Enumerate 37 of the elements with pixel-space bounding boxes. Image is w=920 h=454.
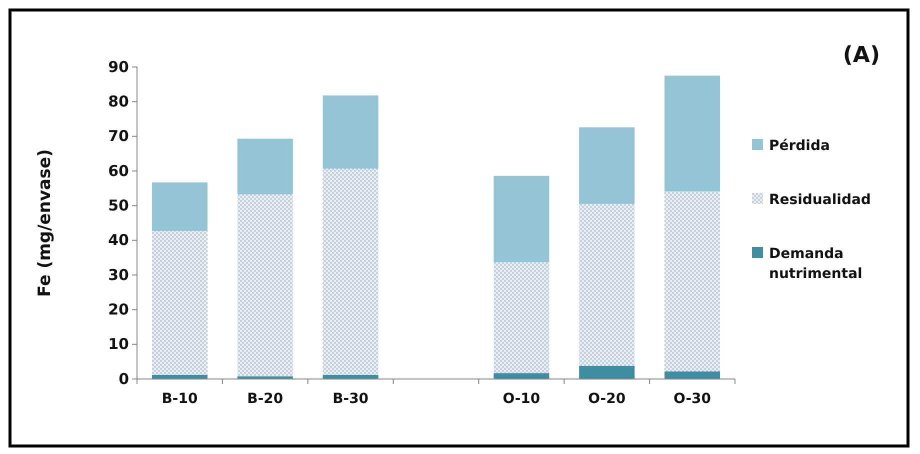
- legend-label: Demanda nutrimental: [769, 246, 862, 282]
- bar: [237, 194, 293, 376]
- text: (A): [842, 43, 880, 68]
- bar: [152, 182, 208, 231]
- legend-label: Pérdida: [769, 138, 830, 154]
- bar: [237, 376, 293, 379]
- bar: [494, 373, 550, 379]
- x-tick-label: O-10: [502, 390, 540, 407]
- bar: [494, 262, 550, 374]
- bar: [152, 230, 208, 375]
- x-tick-label: O-30: [674, 390, 712, 407]
- bar: [579, 127, 635, 204]
- y-tick-label: 10: [108, 335, 129, 354]
- y-tick-label: 0: [118, 370, 129, 388]
- bar: [322, 168, 378, 375]
- x-tick-label: B-20: [247, 390, 284, 407]
- y-tick-label: 70: [108, 127, 129, 146]
- legend-label: Residualidad: [769, 192, 871, 208]
- x-tick-label: B-10: [162, 390, 198, 407]
- y-tick-label: 60: [108, 162, 129, 180]
- x-tick-label: O-20: [588, 390, 626, 407]
- bar: [579, 366, 635, 379]
- y-tick-label: 40: [108, 231, 129, 250]
- bar: [664, 371, 720, 379]
- y-tick-label: 50: [108, 196, 129, 214]
- y-tick-label: 90: [108, 58, 129, 76]
- y-tick-label: 80: [108, 92, 129, 110]
- bar: [664, 191, 720, 372]
- bar: [664, 76, 720, 192]
- y-tick-label: 30: [108, 266, 129, 284]
- x-tick-label: B-30: [332, 390, 369, 407]
- bar: [579, 204, 635, 366]
- bar: [237, 138, 293, 194]
- bar: [494, 176, 550, 262]
- y-axis-title: Fe (mg/envase): [35, 149, 55, 297]
- bar: [322, 95, 378, 169]
- y-tick-label: 20: [108, 300, 129, 318]
